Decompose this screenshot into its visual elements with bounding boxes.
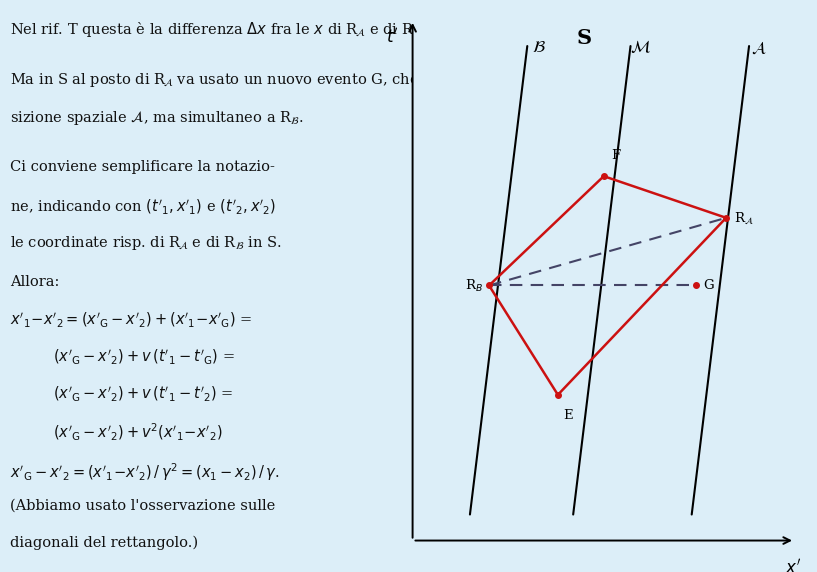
Text: $x'$: $x'$	[785, 559, 801, 572]
Text: Ma in S al posto di R$_{\!\mathcal{A}}$ va usato un nuovo evento G, che avviene : Ma in S al posto di R$_{\!\mathcal{A}}$ …	[10, 72, 549, 89]
Text: Allora:: Allora:	[10, 275, 59, 288]
Text: $\mathcal{A}$: $\mathcal{A}$	[751, 39, 766, 57]
Text: diagonali del rettangolo.): diagonali del rettangolo.)	[10, 536, 198, 550]
Text: $(x'_{\mathrm{G}} - x'_2) + v\,(t'_1 - t'_2)$ =: $(x'_{\mathrm{G}} - x'_2) + v\,(t'_1 - t…	[53, 384, 234, 403]
Text: S: S	[577, 28, 592, 48]
Text: ne, indicando con $(t'_1, x'_1)$ e $(t'_2, x'_2)$: ne, indicando con $(t'_1, x'_1)$ e $(t'_…	[10, 197, 276, 216]
Text: $\mathcal{B}$: $\mathcal{B}$	[532, 39, 546, 57]
Text: Ci conviene semplificare la notazio-: Ci conviene semplificare la notazio-	[10, 160, 275, 174]
Text: R$_{\mathcal{A}}$: R$_{\mathcal{A}}$	[734, 210, 753, 225]
Text: (Abbiamo usato l'osservazione sulle: (Abbiamo usato l'osservazione sulle	[10, 499, 275, 513]
Text: le coordinate risp. di R$_{\!\mathcal{A}}$ e di R$_{\mathcal{B}}$ in S.: le coordinate risp. di R$_{\!\mathcal{A}…	[10, 235, 282, 252]
Text: F: F	[611, 149, 621, 162]
Text: $x'_1\!-\!x'_2 = (x'_{\mathrm{G}} - x'_2) + (x'_1\!-\!x'_{\mathrm{G}})$ =: $x'_1\!-\!x'_2 = (x'_{\mathrm{G}} - x'_2…	[10, 310, 252, 329]
Text: $x'_{\mathrm{G}} - x'_2 = (x'_1\!-\!x'_2)\,/\,\gamma^2 = (x_1 - x_2)\,/\,\gamma$: $x'_{\mathrm{G}} - x'_2 = (x'_1\!-\!x'_2…	[10, 462, 279, 483]
Text: $(x'_{\mathrm{G}} - x'_2) + v^2(x'_1\!-\!x'_2)$: $(x'_{\mathrm{G}} - x'_2) + v^2(x'_1\!-\…	[53, 422, 222, 443]
Text: Nel rif. T questa è la differenza $\Delta x$ fra le $x$ di R$_{\!\mathcal{A}}$ e: Nel rif. T questa è la differenza $\Delt…	[10, 20, 425, 39]
Text: sizione spaziale $\mathcal{A}$, ma simultaneo a R$_{\mathcal{B}}$.: sizione spaziale $\mathcal{A}$, ma simul…	[10, 109, 303, 126]
Text: E: E	[564, 410, 574, 422]
Text: G: G	[703, 279, 714, 292]
Text: $\mathcal{M}$: $\mathcal{M}$	[630, 39, 650, 57]
Text: R$_{B}$: R$_{B}$	[466, 277, 484, 293]
Text: $t'$: $t'$	[386, 28, 400, 47]
Text: $(x'_{\mathrm{G}} - x'_2) + v\,(t'_1 - t'_{\mathrm{G}})$ =: $(x'_{\mathrm{G}} - x'_2) + v\,(t'_1 - t…	[53, 347, 235, 366]
